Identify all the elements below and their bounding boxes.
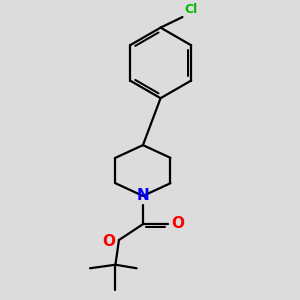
- Text: Cl: Cl: [184, 3, 198, 16]
- Text: O: O: [171, 216, 184, 231]
- Text: O: O: [102, 234, 116, 249]
- Text: N: N: [136, 188, 149, 203]
